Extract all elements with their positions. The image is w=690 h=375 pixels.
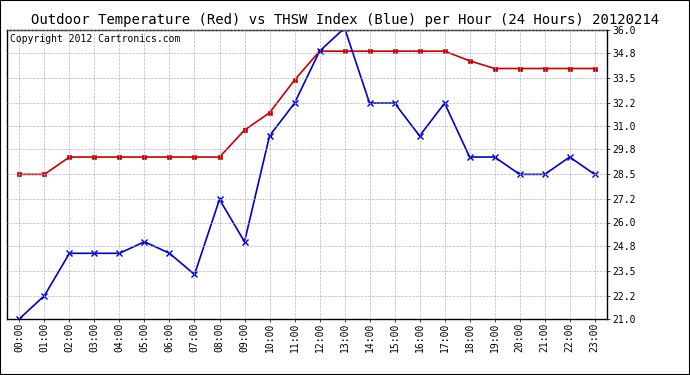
Text: Copyright 2012 Cartronics.com: Copyright 2012 Cartronics.com	[10, 34, 180, 44]
Text: Outdoor Temperature (Red) vs THSW Index (Blue) per Hour (24 Hours) 20120214: Outdoor Temperature (Red) vs THSW Index …	[31, 13, 659, 27]
